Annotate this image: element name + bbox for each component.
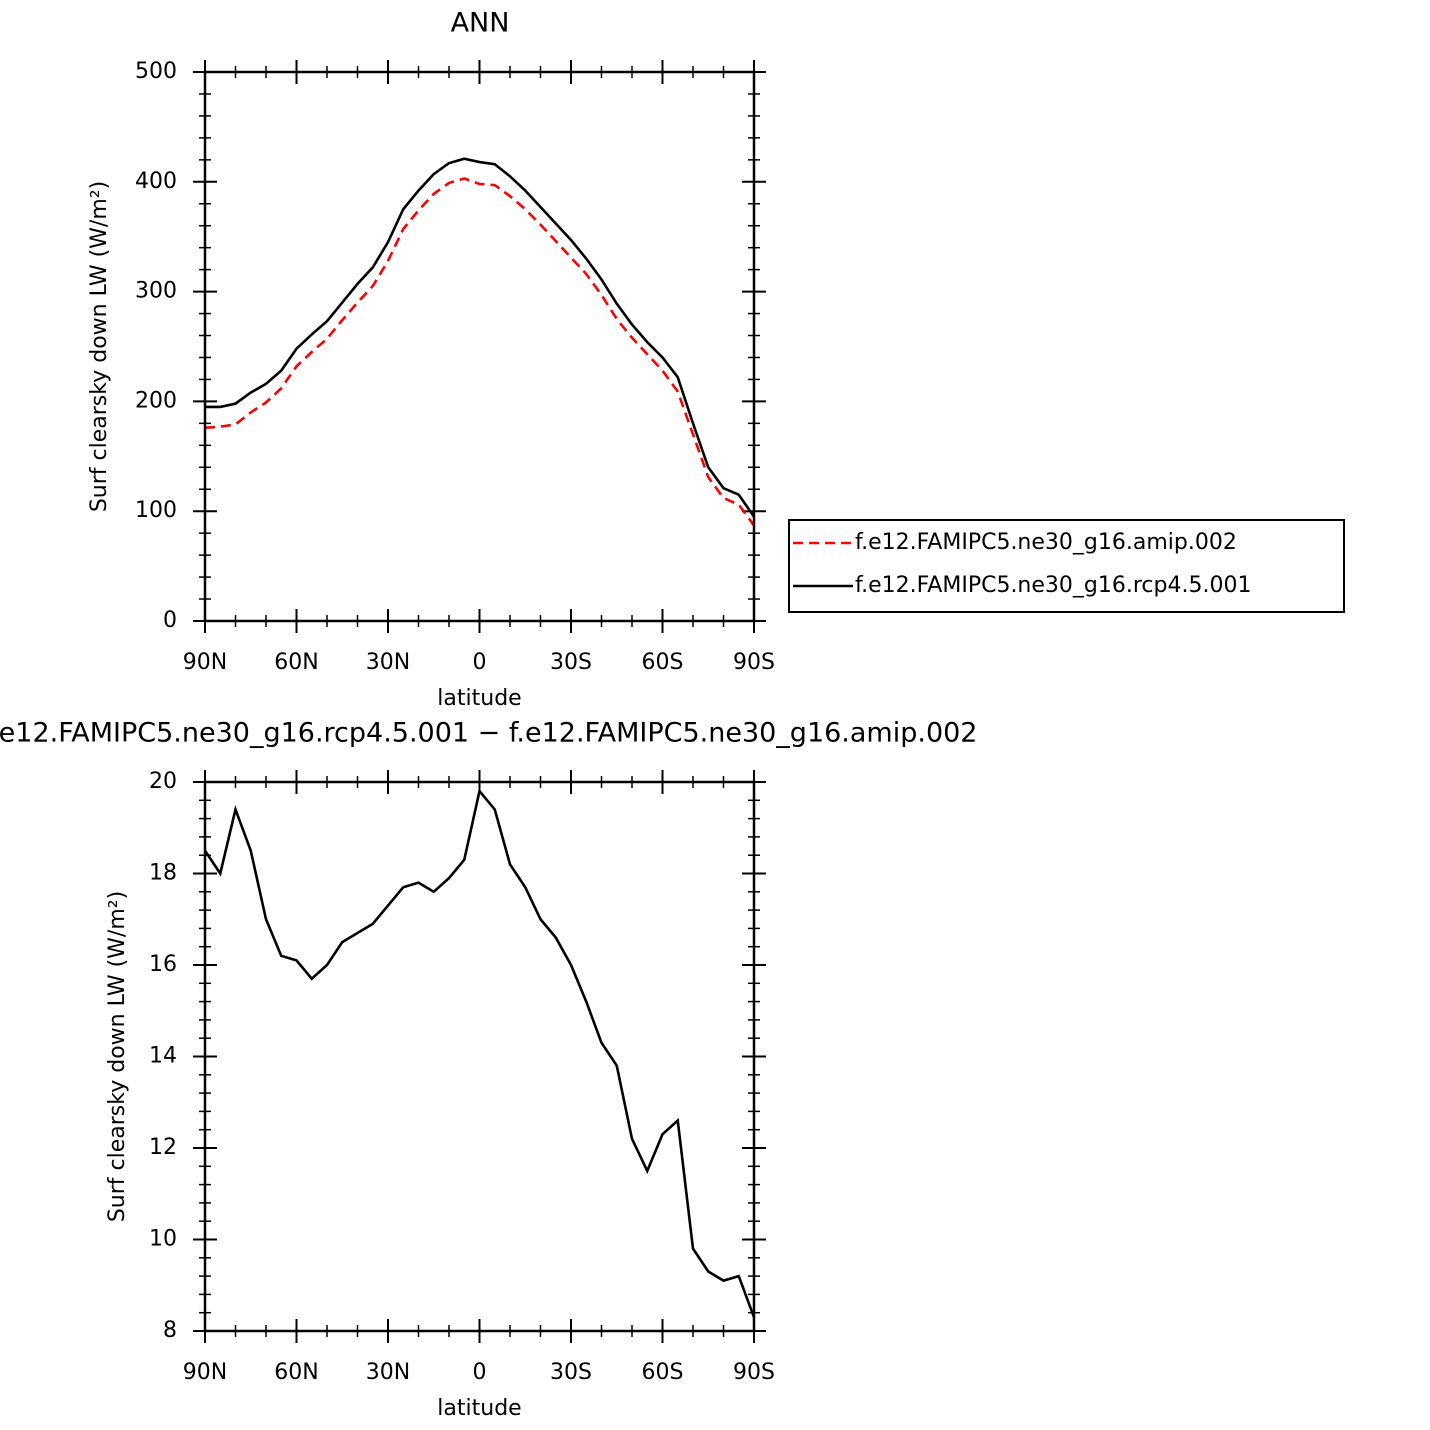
- y-tick-label: 18: [149, 861, 177, 886]
- x-tick-label: 90S: [733, 650, 775, 675]
- y-tick-label: 16: [149, 952, 177, 977]
- data-line: [203, 788, 756, 1318]
- y-tick-label: 500: [135, 59, 177, 84]
- legend-label: f.e12.FAMIPC5.ne30_g16.amip.002: [855, 530, 1237, 555]
- plot-frame: [203, 70, 756, 623]
- x-tick-label: 90N: [183, 650, 227, 675]
- chart-title: ANN: [451, 8, 510, 39]
- x-tick-label: 0: [473, 650, 487, 675]
- x-tick-label: 90N: [183, 1360, 227, 1385]
- y-tick-label: 400: [135, 169, 177, 194]
- legend-label: f.e12.FAMIPC5.ne30_g16.rcp4.5.001: [855, 573, 1251, 598]
- x-axis-label: latitude: [437, 686, 521, 711]
- chart-title: f.e12.FAMIPC5.ne30_g16.rcp4.5.001 − f.e1…: [0, 718, 977, 749]
- y-axis-label: Surf clearsky down LW (W/m²): [87, 181, 112, 512]
- x-tick-label: 30N: [366, 1360, 410, 1385]
- data-line: [204, 177, 756, 527]
- y-tick-label: 20: [149, 769, 177, 794]
- legend-box: [788, 519, 1345, 613]
- x-tick-label: 60S: [642, 650, 684, 675]
- y-tick-label: 300: [135, 279, 177, 304]
- y-tick-label: 200: [135, 388, 177, 413]
- y-tick-label: 0: [163, 608, 177, 633]
- x-tick-label: 60N: [274, 1360, 318, 1385]
- x-tick-label: 30S: [550, 1360, 592, 1385]
- x-tick-label: 60S: [642, 1360, 684, 1385]
- x-axis-label: latitude: [437, 1396, 521, 1421]
- data-line: [205, 157, 756, 518]
- x-tick-label: 90S: [733, 1360, 775, 1385]
- y-axis-label: Surf clearsky down LW (W/m²): [105, 891, 130, 1222]
- x-tick-label: 0: [473, 1360, 487, 1385]
- x-tick-label: 60N: [274, 650, 318, 675]
- y-tick-label: 12: [149, 1135, 177, 1160]
- x-tick-label: 30N: [366, 650, 410, 675]
- x-tick-label: 30S: [550, 650, 592, 675]
- plot-frame: [203, 780, 756, 1333]
- y-tick-label: 10: [149, 1227, 177, 1252]
- y-tick-label: 100: [135, 498, 177, 523]
- y-tick-label: 14: [149, 1044, 177, 1069]
- y-tick-label: 8: [163, 1318, 177, 1343]
